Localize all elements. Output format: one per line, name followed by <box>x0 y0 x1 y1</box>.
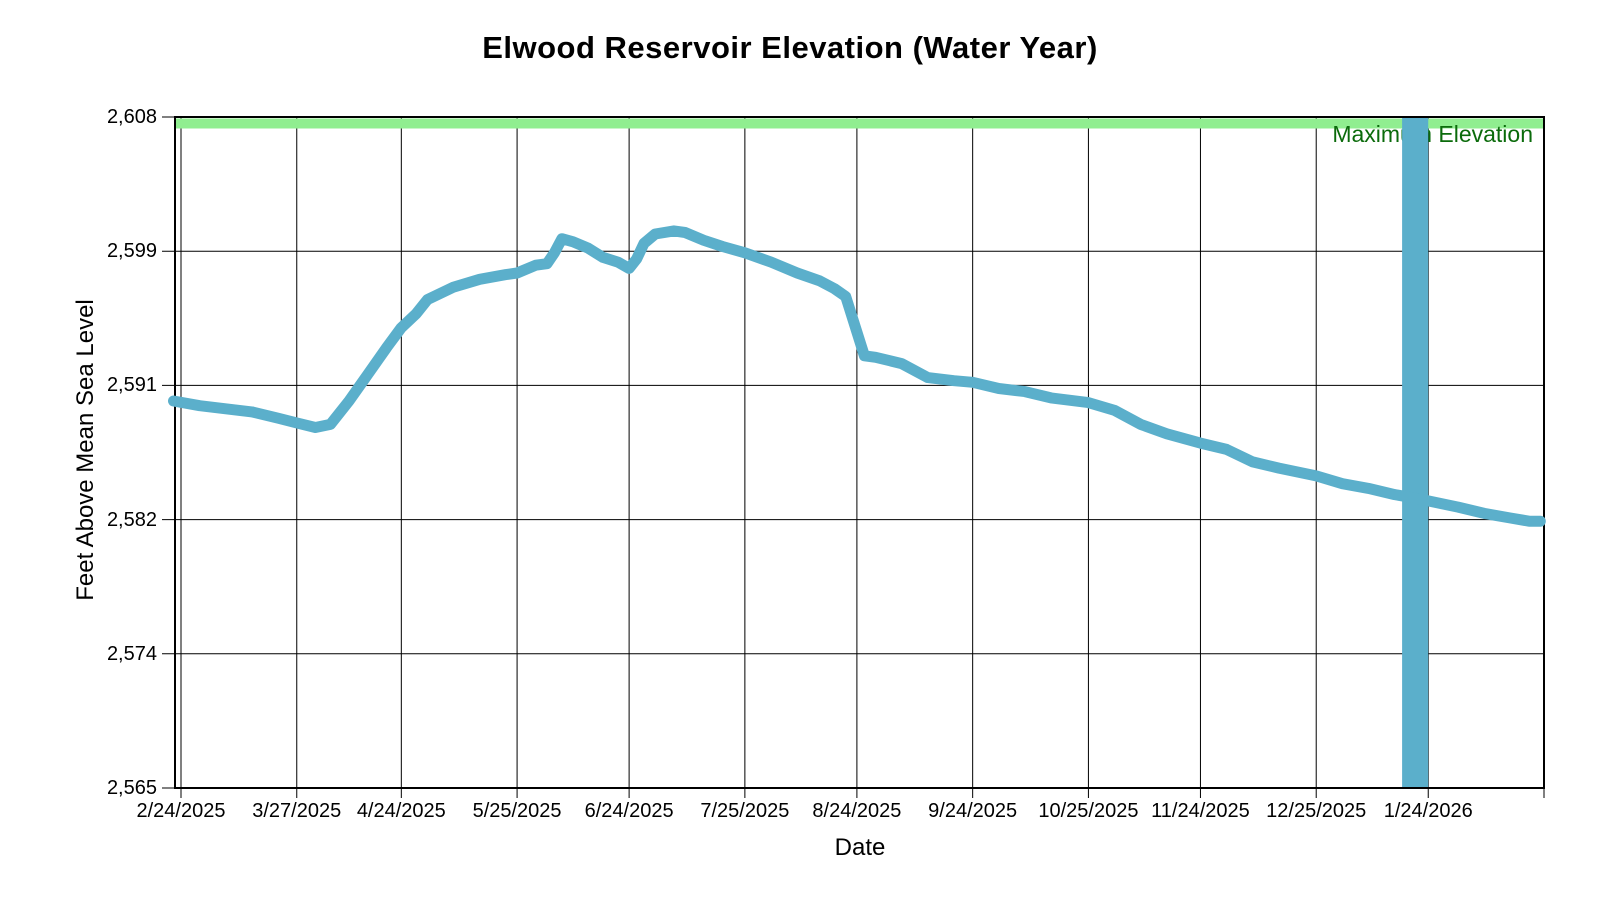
plot-frame <box>174 116 1545 789</box>
gridlines <box>162 116 1545 798</box>
chart-title: Elwood Reservoir Elevation (Water Year) <box>482 30 1098 65</box>
y-tick-label: 2,591 <box>106 374 157 397</box>
x-tick-label: 9/24/2025 <box>928 800 1018 822</box>
x-tick-label: 6/24/2025 <box>584 800 674 822</box>
y-tick-label: 2,574 <box>106 642 157 665</box>
y-tick-label: 2,599 <box>106 240 157 263</box>
x-tick-label: 5/25/2025 <box>472 800 562 822</box>
max-elevation-label: Maximum Elevation <box>1332 121 1533 147</box>
x-tick-label: 10/25/2025 <box>1038 800 1139 822</box>
x-tick-label: 11/24/2025 <box>1151 800 1250 822</box>
x-axis-title: Date <box>834 834 886 861</box>
x-tick-label: 3/27/2025 <box>252 800 342 822</box>
x-tick-label: 12/25/2025 <box>1266 800 1367 822</box>
x-tick-label: 4/24/2025 <box>356 800 446 822</box>
y-tick-label: 2,565 <box>106 777 157 799</box>
y-tick-label: 2,582 <box>106 508 157 531</box>
x-tick-label: 1/24/2026 <box>1383 800 1473 822</box>
y-tick-label: 2,608 <box>106 106 157 128</box>
elevation-line <box>168 225 1546 527</box>
x-tick-label: 8/24/2025 <box>812 800 902 822</box>
anomaly-spike-bar <box>1402 118 1429 787</box>
x-tick-label: 2/24/2025 <box>136 800 226 822</box>
x-tick-label: 7/25/2025 <box>700 800 790 822</box>
data-series <box>168 118 1546 787</box>
